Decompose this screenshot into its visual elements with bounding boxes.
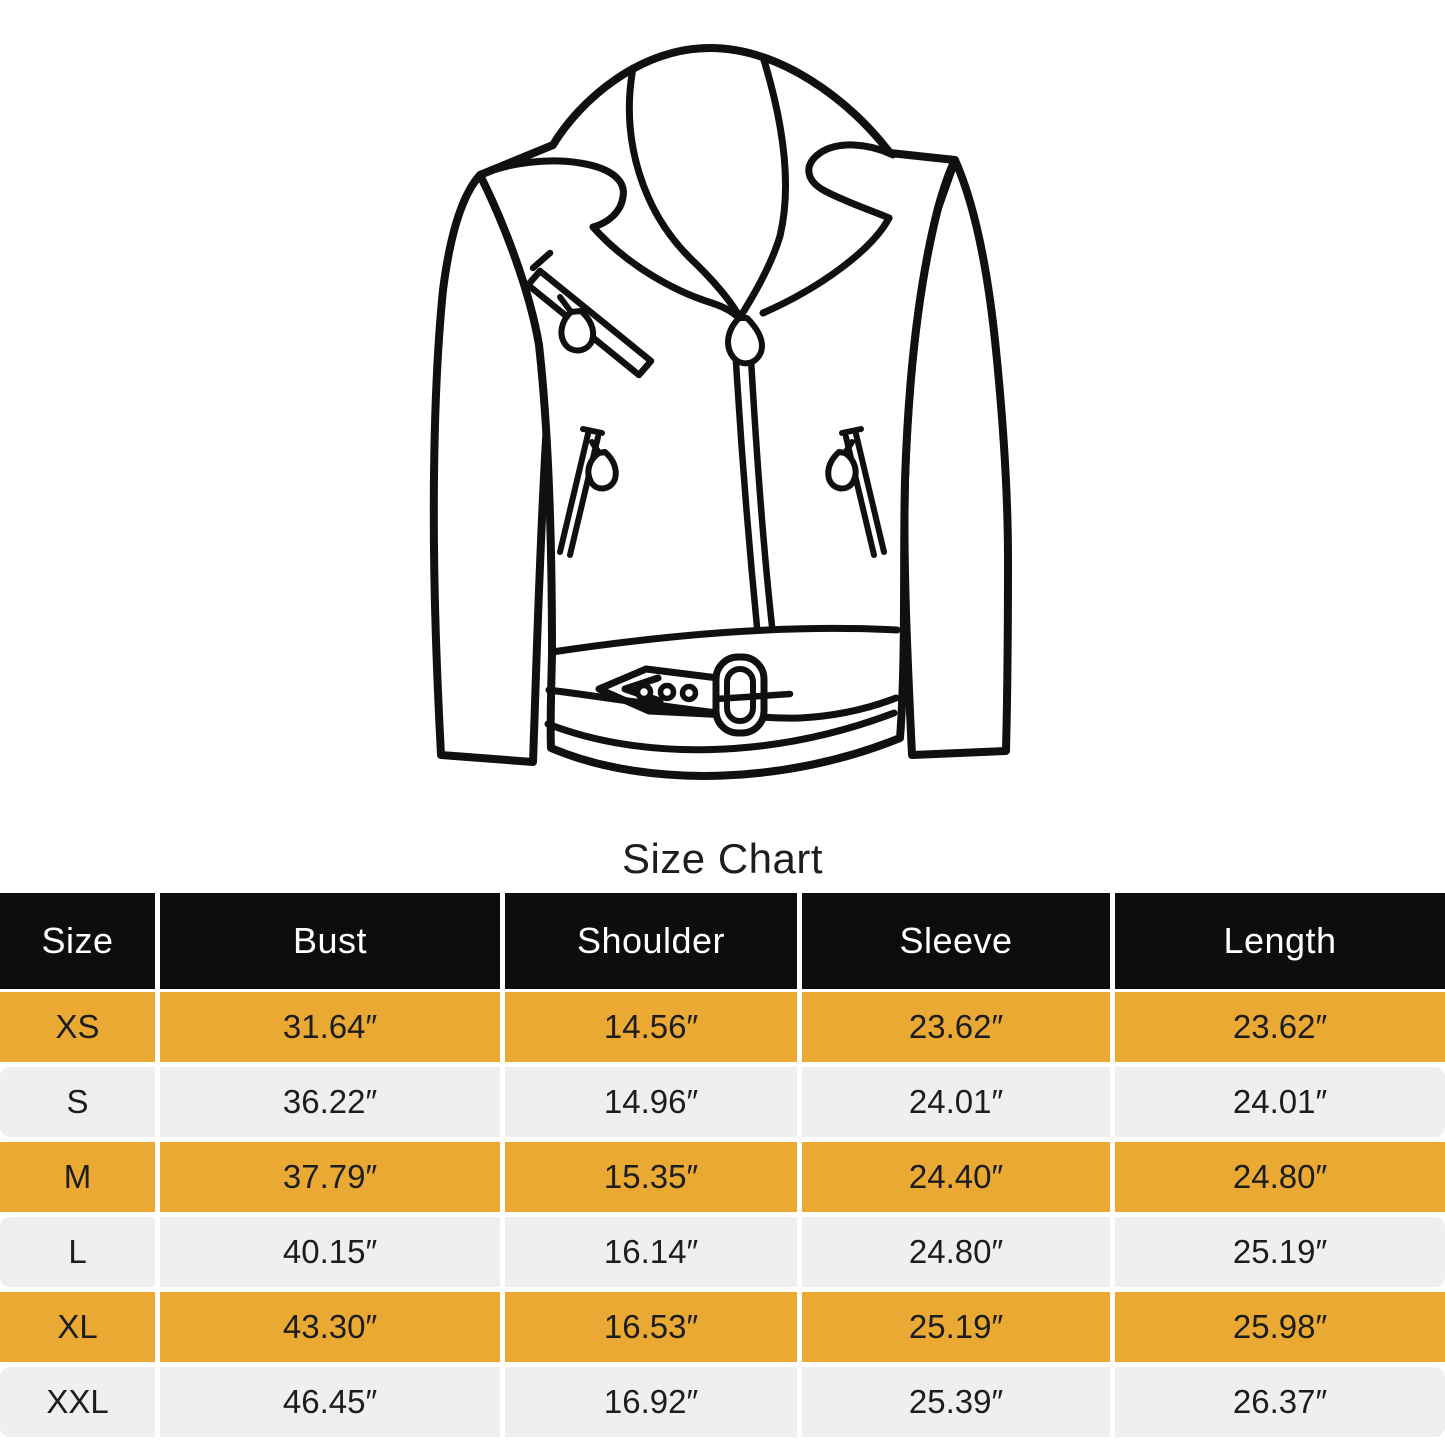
column-header-size: Size (0, 893, 155, 989)
size-cell: XXL (0, 1367, 155, 1437)
bust-cell: 43.30″ (160, 1292, 500, 1362)
sleeve-cell: 23.62″ (802, 992, 1110, 1062)
chest-zipper-stop (529, 249, 554, 272)
size-cell: XS (0, 992, 155, 1062)
table-body: XS 31.64″ 14.56″ 23.62″ 23.62″ S 36.22″ 14.96″ 2… (0, 992, 1445, 1437)
left-lapel-edge (476, 157, 627, 231)
bust-cell: 40.15″ (160, 1217, 500, 1287)
right-lapel-fold (759, 214, 893, 317)
bust-cell: 37.79″ (160, 1142, 500, 1212)
chest-zipper-pull-stem (557, 294, 574, 315)
length-cell: 25.19″ (1115, 1217, 1445, 1287)
table-row-xl: XL 43.30″ 16.53″ 25.19″ 25.98″ (0, 1292, 1445, 1362)
shoulder-cell: 14.96″ (505, 1067, 797, 1137)
belt-hole (679, 683, 699, 703)
table-row-xs: XS 31.64″ 14.56″ 23.62″ 23.62″ (0, 992, 1445, 1062)
jacket-illustration (429, 44, 1012, 780)
belt-hole (634, 682, 654, 702)
left-pocket-zipper-stop (580, 426, 605, 436)
length-cell: 26.37″ (1115, 1367, 1445, 1437)
sleeve-cell: 24.80″ (802, 1217, 1110, 1287)
right-pocket-zipper (853, 431, 887, 555)
left-lapel-fold (589, 223, 743, 322)
bust-cell: 36.22″ (160, 1067, 500, 1137)
column-header-sleeve: Sleeve (802, 893, 1110, 989)
hem-upper-line (544, 709, 898, 754)
length-cell: 23.62″ (1115, 992, 1445, 1062)
shoulder-cell: 16.92″ (505, 1367, 797, 1437)
shoulder-cell: 16.53″ (505, 1292, 797, 1362)
belt-strap (595, 665, 732, 719)
column-header-bust: Bust (160, 893, 500, 989)
left-pocket-zipper (557, 431, 591, 555)
sleeve-cell: 25.39″ (802, 1367, 1110, 1437)
bust-cell: 31.64″ (160, 992, 500, 1062)
main-zipper-line (747, 355, 776, 630)
neck-opening-right (738, 53, 790, 318)
right-lapel-edge (805, 141, 897, 222)
left-pocket-pull-icon (585, 449, 619, 492)
chest-zipper-pull-icon (558, 308, 597, 354)
main-zipper-line (732, 358, 761, 631)
size-cell: M (0, 1142, 155, 1212)
right-pocket-pull-icon (825, 449, 859, 492)
sleeve-cell: 24.40″ (802, 1142, 1110, 1212)
column-header-shoulder: Shoulder (505, 893, 797, 989)
length-cell: 25.98″ (1115, 1292, 1445, 1362)
shoulder-cell: 16.14″ (505, 1217, 797, 1287)
table-row-l: L 40.15″ 16.14″ 24.80″ 25.19″ (0, 1217, 1445, 1287)
leather-jacket-line-art (429, 44, 1012, 780)
table-row-s: S 36.22″ 14.96″ 24.01″ 24.01″ (0, 1067, 1445, 1137)
sleeve-cell: 24.01″ (802, 1067, 1110, 1137)
bust-cell: 46.45″ (160, 1367, 500, 1437)
neck-opening-left (625, 64, 743, 320)
size-cell: L (0, 1217, 155, 1287)
column-header-length: Length (1115, 893, 1445, 989)
main-zipper-pull-icon (725, 315, 765, 367)
table-row-xxl: XXL 46.45″ 16.92″ 25.39″ 26.37″ (0, 1367, 1445, 1437)
length-cell: 24.01″ (1115, 1067, 1445, 1137)
sleeve-cell: 25.19″ (802, 1292, 1110, 1362)
belt-top-edge (548, 624, 901, 656)
right-pocket-zipper-stop (839, 426, 864, 436)
length-cell: 24.80″ (1115, 1142, 1445, 1212)
shoulder-cell: 15.35″ (505, 1142, 797, 1212)
table-header-row: Size Bust Shoulder Sleeve Length (0, 893, 1445, 989)
size-cell: S (0, 1067, 155, 1137)
size-cell: XL (0, 1292, 155, 1362)
table-row-m: M 37.79″ 15.35″ 24.40″ 24.80″ (0, 1142, 1445, 1212)
size-chart-table: Size Bust Shoulder Sleeve Length XS 31.64… (0, 893, 1445, 1437)
belt-buckle-prong (712, 690, 794, 703)
shoulder-cell: 14.56″ (505, 992, 797, 1062)
page-title: Size Chart (621, 835, 824, 882)
belt-hole (657, 682, 677, 702)
